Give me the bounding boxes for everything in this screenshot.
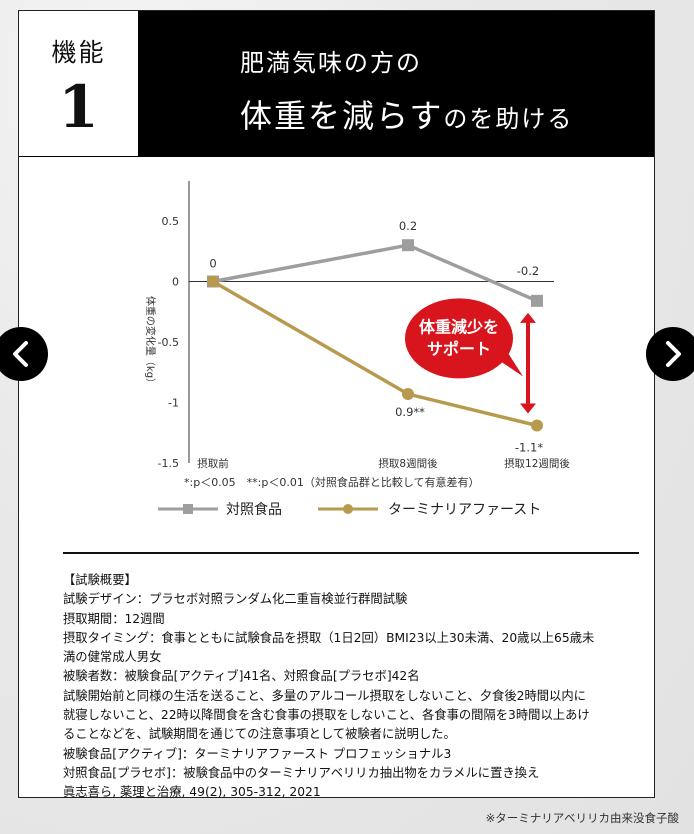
summary-line: 被験食品[アクティブ]：ターミナリアファースト プロフェッショナル3 xyxy=(63,746,452,761)
next-slide-button[interactable] xyxy=(646,327,694,381)
legend-item-control: 対照食品 xyxy=(156,499,282,519)
chevron-left-icon xyxy=(13,341,28,367)
data-point-marker xyxy=(531,294,543,307)
y-axis-label: 体重の変化量（kg） xyxy=(144,296,157,388)
data-label: -0.2 xyxy=(517,264,539,278)
legend-item-active: ターミナリアファースト xyxy=(316,499,541,519)
y-tick-label: 0 xyxy=(172,276,179,289)
data-label: -1.1* xyxy=(515,440,543,454)
weight-change-chart: 0.5 0 -0.5 -1 -1.5 体重の変化量（kg） 摂取前 摂取8週間後 摂取12週間後… xyxy=(144,181,570,470)
summary-line: 眞志喜ら, 薬理と治療, 49(2), 305-312, 2021 xyxy=(63,785,321,800)
callout-text: 体重減少を xyxy=(419,317,499,336)
summary-line: 被験者数：被験食品[アクティブ]41名、対照食品[プラセボ]42名 xyxy=(63,669,420,684)
summary-line: 試験開始前と同様の生活を送ること、多量のアルコール摂取をしないこと、夕食後2時間… xyxy=(63,688,586,703)
summary-line: 対照食品[プラセボ]：被験食品中のターミナリアベリリカ抽出物をカラメルに置き換え xyxy=(63,765,540,780)
summary-line: ることなどを、試験期間を通じての注意事項として被験者に説明した。 xyxy=(63,727,456,742)
significance-footnote: *:p＜0.05 **:p＜0.01（対照食品群と比較して有意差有） xyxy=(184,476,480,489)
summary-line: 【試験概要】 xyxy=(63,573,137,587)
x-tick-label: 摂取8週間後 xyxy=(378,457,438,470)
data-label: 0.2 xyxy=(399,219,417,233)
study-summary: 【試験概要】 試験デザイン：プラセボ対照ランダム化二重盲検並行群間試験 摂取期間… xyxy=(63,571,643,803)
headline-line1: 肥満気味の方の xyxy=(240,49,422,77)
y-tick-label: -1 xyxy=(168,397,179,410)
headline-line2: 体重を減らすのを助ける xyxy=(240,91,573,137)
data-point-marker xyxy=(207,275,219,288)
header-banner: 機能 1 肥満気味の方の 体重を減らすのを助ける xyxy=(19,11,654,157)
summary-line: 満の健常成人男女 xyxy=(63,650,162,665)
source-note: ※ターミナリアベリリカ由来没食子酸 xyxy=(485,811,679,825)
feature-badge: 機能 1 xyxy=(19,11,139,157)
data-label: 0.9** xyxy=(395,405,425,419)
summary-line: 摂取タイミング：食事とともに試験食品を摂取（1日2回）BMI23以上30未満、2… xyxy=(63,630,595,645)
legend-label-active: ターミナリアファースト xyxy=(388,502,542,518)
x-tick-label: 摂取12週間後 xyxy=(504,457,570,470)
y-tick-label: -1.5 xyxy=(158,457,179,470)
feature-badge-number: 1 xyxy=(58,73,99,141)
series-line xyxy=(212,243,538,303)
callout-text: サポート xyxy=(427,339,491,358)
x-tick-label: 摂取前 xyxy=(197,457,229,470)
data-label: 0 xyxy=(209,257,216,271)
data-point-marker xyxy=(402,388,414,401)
y-tick-label: -0.5 xyxy=(158,336,179,349)
headline-suffix: のを助ける xyxy=(443,105,574,133)
section-divider xyxy=(63,552,639,554)
data-point-marker xyxy=(531,419,543,432)
legend-label-control: 対照食品 xyxy=(226,502,282,518)
summary-line: 就寝しないこと、22時以降間食を含む食事の摂取をしないこと、各食事の間隔を3時間… xyxy=(63,708,590,723)
headline-emphasis: 体重を減らす xyxy=(240,97,444,135)
arrow-head-up xyxy=(520,312,536,323)
legend-marker-active xyxy=(318,504,378,514)
y-tick-label: 0.5 xyxy=(162,215,180,228)
summary-line: 試験デザイン：プラセボ対照ランダム化二重盲検並行群間試験 xyxy=(63,592,408,607)
arrow-head-down xyxy=(520,403,536,414)
legend-marker-control xyxy=(158,504,218,514)
callout-bubble xyxy=(405,298,513,379)
data-point-marker xyxy=(402,239,414,252)
feature-badge-label: 機能 xyxy=(51,38,106,67)
chevron-right-icon xyxy=(666,341,681,367)
prev-slide-button[interactable] xyxy=(0,327,48,381)
content-card: 機能 1 肥満気味の方の 体重を減らすのを助ける 0.5 0 -0.5 -1 -1.5 体… xyxy=(18,10,655,799)
summary-line: 摂取期間：12週間 xyxy=(63,611,165,626)
